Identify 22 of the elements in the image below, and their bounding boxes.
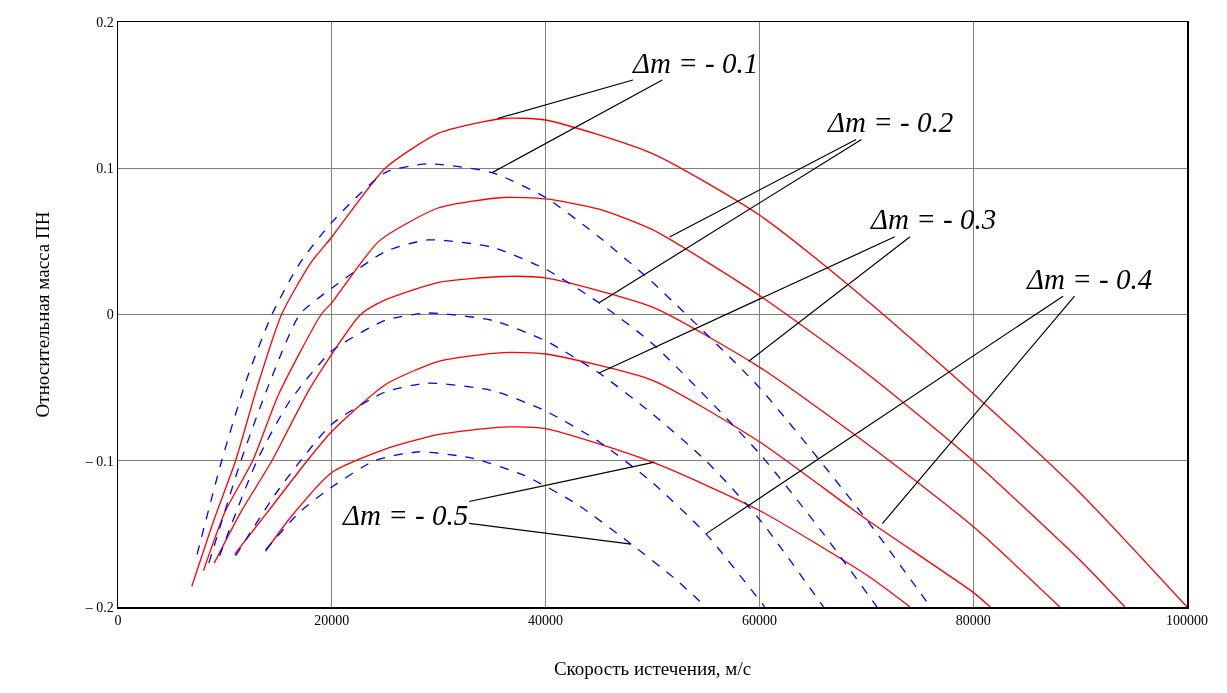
x-tick-label: 100000 bbox=[1166, 613, 1208, 629]
annotation: Δm = - 0.2 bbox=[827, 106, 954, 138]
annotation: Δm = - 0.5 bbox=[342, 499, 469, 531]
x-tick-label: 60000 bbox=[741, 613, 777, 629]
annotation: Δm = - 0.3 bbox=[870, 203, 997, 235]
annotation: Δm = - 0.4 bbox=[1026, 263, 1153, 295]
y-tick-label: 0 bbox=[106, 307, 114, 323]
line-series bbox=[264, 426, 911, 607]
x-tick-label: 40000 bbox=[528, 613, 564, 629]
line-series bbox=[218, 312, 825, 607]
y-tick-label: 0.1 bbox=[96, 161, 114, 177]
y-tick-label: 0.2 bbox=[96, 14, 114, 30]
annotation: Δm = - 0.1 bbox=[632, 47, 759, 79]
y-tick-label: – 0.1 bbox=[84, 453, 114, 469]
y-tick-label: – 0.2 bbox=[84, 599, 114, 615]
line-series bbox=[234, 382, 766, 607]
line-series bbox=[208, 239, 878, 607]
x-tick-label: 20000 bbox=[314, 613, 350, 629]
line-series bbox=[233, 351, 991, 607]
y-axis-title: Относительная масса ПН bbox=[31, 211, 53, 418]
x-axis-title: Скорость истечения, м/с bbox=[553, 657, 752, 679]
x-tick-label: 80000 bbox=[955, 613, 991, 629]
